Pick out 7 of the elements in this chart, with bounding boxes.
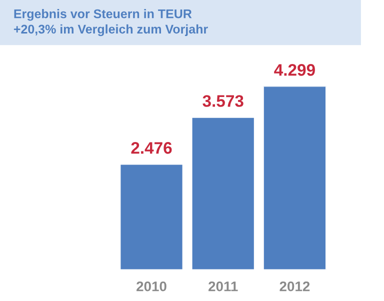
data-label: 4.299: [274, 64, 315, 76]
data-label: 3.573: [202, 95, 244, 107]
data-label: 2.476: [131, 142, 172, 154]
x-tick-label: 2011: [208, 281, 238, 292]
chart-title: Ergebnis vor Steuern in TEUR +20,3% im Vergleich zum Vorjahr: [14, 9, 208, 36]
x-tick-label: 2012: [280, 281, 310, 292]
x-tick-label: 2010: [136, 281, 166, 292]
